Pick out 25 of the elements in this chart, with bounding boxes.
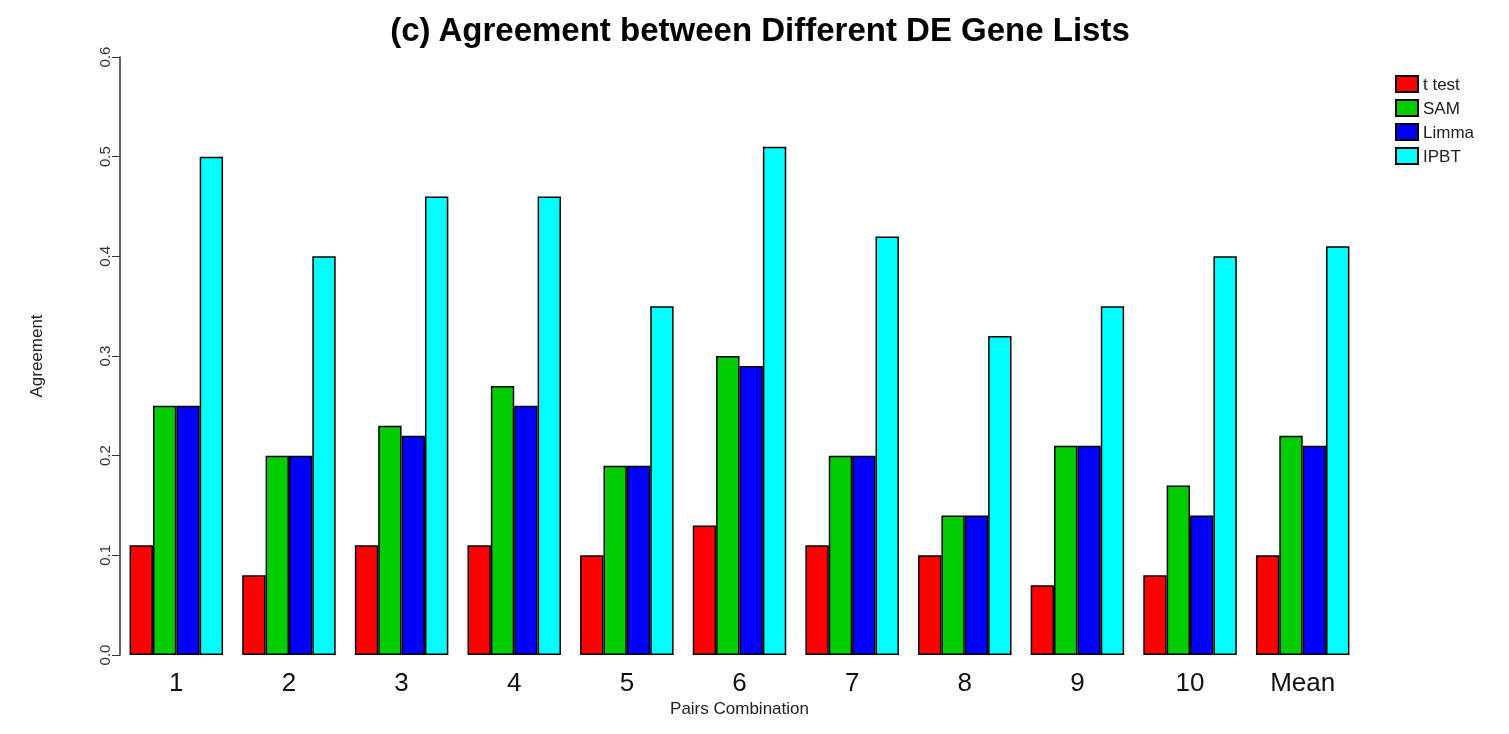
x-tick-label: 7 — [844, 667, 860, 697]
x-tick-label: 1 — [169, 667, 184, 697]
x-tick-label: 3 — [394, 667, 409, 697]
y-axis-title: Agreement — [27, 314, 46, 398]
x-tick-label: 4 — [506, 667, 522, 697]
y-tick-label: 0.4 — [96, 245, 113, 267]
y-tick-label: 0.2 — [96, 445, 113, 467]
y-tick-label: 0.1 — [96, 544, 113, 566]
y-tick-label: 0.3 — [96, 345, 113, 367]
y-tick-label: 0.0 — [96, 644, 113, 666]
legend-label: SAM — [1422, 98, 1460, 118]
y-tick-label: 0.6 — [96, 46, 113, 68]
x-tick-label: 8 — [957, 667, 973, 697]
x-tick-label: 9 — [1070, 667, 1085, 697]
x-tick-label: 2 — [281, 667, 297, 697]
x-tick-label: 10 — [1175, 667, 1205, 697]
chart-title: (c) Agreement between Different DE Gene Lists — [390, 11, 1130, 48]
x-tick-label: Mean — [1270, 667, 1336, 697]
x-axis-title: Pairs Combination — [670, 699, 809, 718]
legend-label: IPBT — [1422, 146, 1461, 166]
x-tick-label: 5 — [619, 667, 635, 697]
legend-label: t test — [1422, 74, 1461, 94]
y-tick-label: 0.5 — [96, 146, 113, 168]
legend-label: Limma — [1422, 122, 1475, 142]
x-tick-label: 6 — [732, 667, 747, 697]
